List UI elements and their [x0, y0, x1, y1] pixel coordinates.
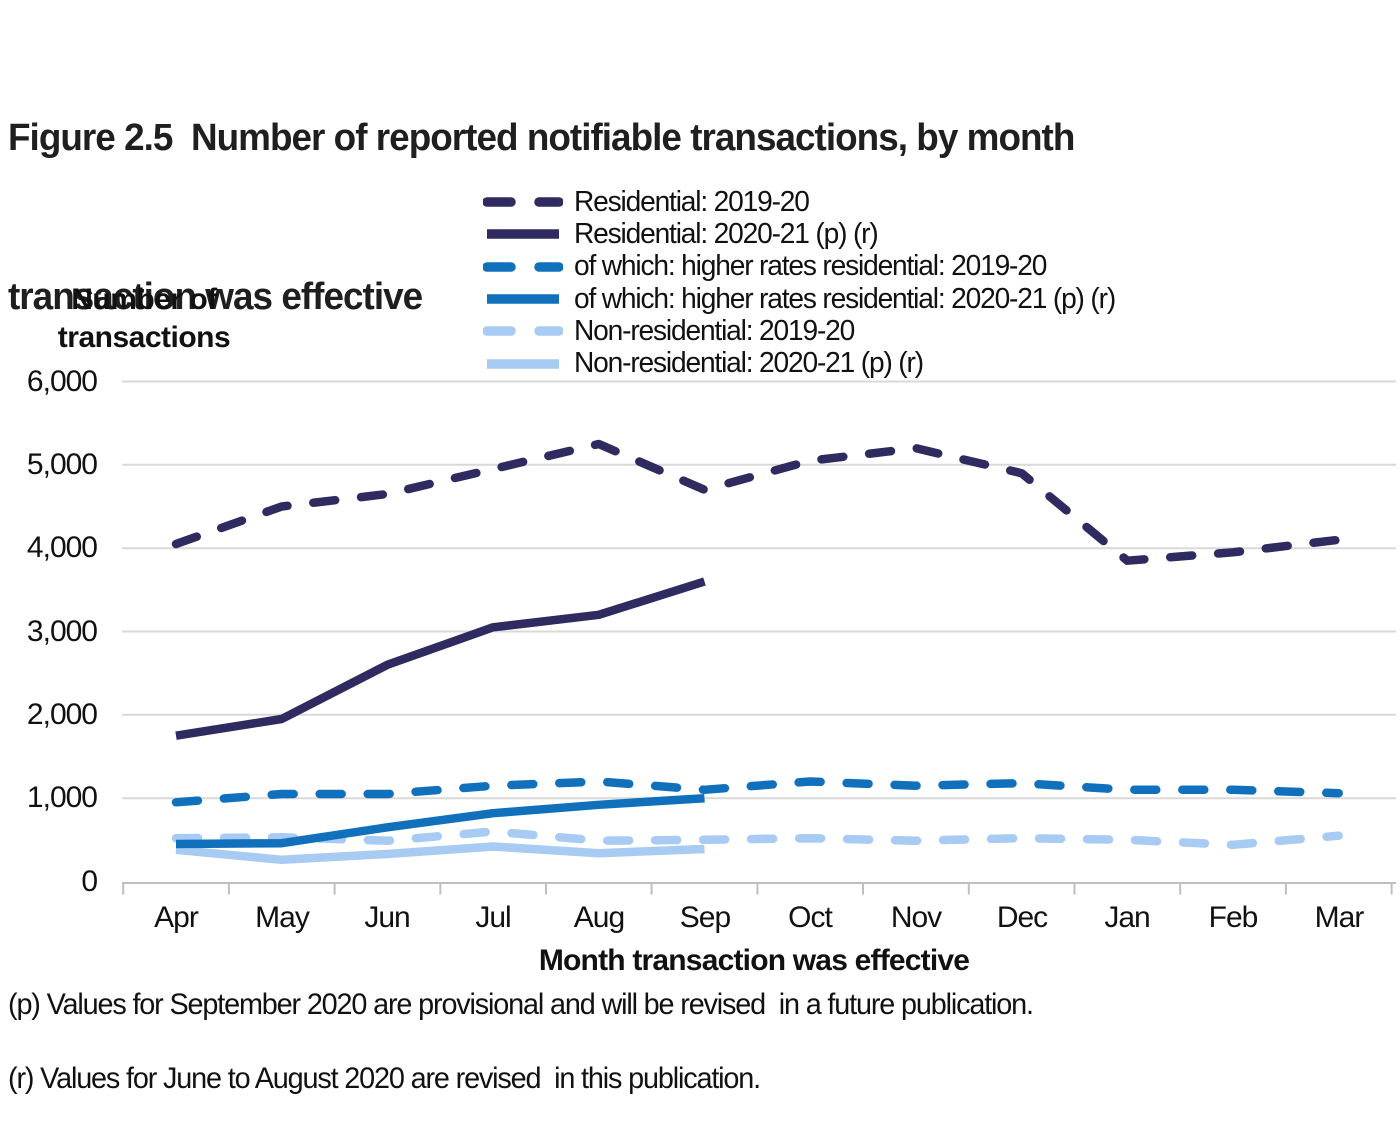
series-line-1	[175, 577, 706, 740]
y-tick-label: 2,000	[26, 698, 98, 731]
y-tick-label: 1,000	[26, 781, 98, 814]
legend-item-2: of which: higher rates residential: 2019…	[483, 250, 1132, 283]
y-tick-label: 6,000	[26, 365, 98, 398]
x-tick-label: Oct	[788, 901, 833, 934]
series-line-2	[171, 777, 1343, 807]
x-tick-label: Aug	[573, 901, 625, 934]
y-tick-label: 3,000	[26, 615, 98, 648]
legend-line-swatch	[483, 261, 563, 272]
y-tick-label: 4,000	[26, 531, 98, 564]
legend-line-swatch	[487, 294, 559, 304]
y-axis-label-line-1: Number of	[71, 283, 217, 316]
series-line-5	[175, 842, 705, 865]
legend-item-4: Non-residential: 2019-20	[483, 315, 1132, 347]
y-tick-label: 0	[81, 865, 98, 898]
legend-label: Residential: 2020-21 (p) (r)	[574, 217, 879, 250]
legend-item-3: of which: higher rates residential: 2020…	[483, 283, 1132, 315]
legend-label: Residential: 2019-20	[574, 185, 810, 218]
legend: Residential: 2019-20 Residential: 2020-21…	[483, 186, 1132, 380]
legend-line-swatch	[487, 229, 559, 240]
x-tick-label: Mar	[1314, 901, 1365, 934]
legend-label: of which: higher rates residential: 2020…	[574, 282, 1116, 315]
footnote-r: (r) Values for June to August 2020 are r…	[8, 1062, 761, 1095]
legend-item-0: Residential: 2019-20	[483, 186, 1132, 218]
legend-item-1: Residential: 2020-21 (p) (r)	[483, 218, 1132, 250]
legend-line-swatch	[487, 358, 559, 369]
series-line-3	[175, 793, 705, 849]
x-tick-label: May	[255, 901, 310, 934]
x-axis-title: Month transaction was effective	[538, 944, 970, 977]
chart-title: Figure 2.5 Number of reported notifiable…	[8, 6, 1400, 430]
x-tick-label: Feb	[1208, 901, 1259, 934]
series-line-4	[171, 827, 1343, 850]
chart-title-line-2: transaction was effective	[8, 276, 423, 318]
x-tick-label: Apr	[154, 901, 199, 934]
x-tick-label: Jan	[1104, 901, 1150, 934]
y-tick-label: 5,000	[26, 448, 98, 481]
x-tick-label: Jul	[475, 901, 511, 934]
x-tick-label: Nov	[890, 901, 942, 934]
legend-label: Non-residential: 2019-20	[574, 314, 855, 347]
y-axis-label: Number of transactions	[28, 281, 260, 357]
series-line-0	[171, 439, 1343, 565]
y-axis-label-line-2: transactions	[57, 321, 231, 354]
footnote-p: (p) Values for September 2020 are provis…	[8, 988, 1034, 1021]
legend-label: Non-residential: 2020-21 (p) (r)	[574, 347, 924, 380]
legend-label: of which: higher rates residential: 2019…	[574, 250, 1047, 283]
x-tick-label: Jun	[364, 901, 410, 934]
chart-title-line-1: Figure 2.5 Number of reported notifiable…	[8, 117, 1075, 159]
x-tick-label: Dec	[996, 901, 1048, 934]
x-tick-label: Sep	[679, 901, 731, 934]
legend-item-5: Non-residential: 2020-21 (p) (r)	[483, 347, 1132, 379]
legend-line-swatch	[483, 326, 563, 337]
legend-line-swatch	[483, 197, 563, 207]
